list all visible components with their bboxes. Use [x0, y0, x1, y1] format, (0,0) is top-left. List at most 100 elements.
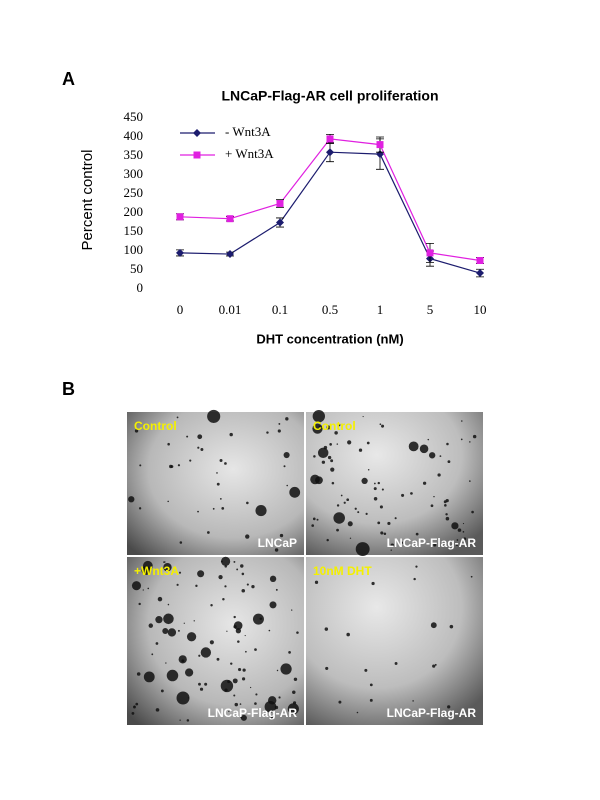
colony [456, 544, 458, 547]
photo-top-label: Control [313, 419, 356, 433]
colony [329, 443, 332, 446]
colony [138, 507, 142, 510]
data-point [276, 218, 284, 227]
colony [167, 500, 169, 503]
colony [439, 455, 442, 458]
colony [250, 686, 252, 689]
colony [219, 498, 222, 500]
colony [387, 521, 391, 526]
y-tick-label: 400 [124, 128, 144, 143]
colony [246, 501, 249, 505]
colony [224, 585, 227, 588]
colony [412, 700, 414, 702]
colony [379, 423, 382, 426]
colony [239, 703, 242, 705]
colony [157, 596, 163, 602]
colony [401, 541, 405, 544]
colony [326, 425, 331, 430]
colony [283, 451, 290, 459]
colony [274, 705, 279, 710]
colony [347, 440, 352, 445]
colony [463, 537, 467, 541]
colony [415, 565, 418, 568]
colony [330, 467, 335, 472]
colony [312, 517, 316, 521]
series-line [179, 151, 481, 274]
colony [197, 446, 200, 449]
colony [218, 575, 223, 580]
photo-top-label: Control [134, 419, 177, 433]
colony [354, 507, 357, 510]
colony [469, 480, 471, 482]
colony [445, 516, 450, 521]
colony [377, 481, 380, 485]
photo-bottom-label: LNCaP-Flag-AR [387, 536, 477, 550]
colony [336, 504, 340, 507]
colony [216, 657, 220, 661]
colony [163, 613, 174, 625]
colony [178, 571, 182, 574]
photo [306, 557, 483, 725]
colony [135, 702, 139, 706]
colony [237, 667, 242, 672]
legend-label: - Wnt3A [225, 124, 271, 139]
colony [456, 539, 459, 541]
y-tick-label: 250 [124, 185, 144, 200]
colony [232, 678, 238, 684]
colony [244, 634, 246, 637]
colony [437, 473, 441, 477]
colony [434, 663, 437, 666]
colony [198, 654, 201, 657]
colony [371, 581, 375, 586]
colony [362, 415, 364, 418]
colony [367, 469, 370, 471]
colony [333, 512, 345, 524]
colony [186, 719, 190, 722]
colony [199, 687, 204, 691]
colony [334, 431, 338, 435]
legend-marker [193, 129, 201, 137]
colony [337, 423, 341, 427]
colony [312, 423, 323, 434]
colony [289, 486, 301, 498]
colony [317, 447, 329, 459]
colony [160, 689, 164, 693]
colony [216, 472, 218, 474]
colony [444, 504, 447, 507]
colony [285, 417, 289, 421]
colony [221, 507, 225, 510]
colony [419, 444, 429, 454]
colony [179, 541, 183, 544]
colony [233, 615, 236, 619]
colony [461, 420, 463, 422]
colony [193, 620, 195, 622]
colony [252, 613, 264, 625]
colony [155, 642, 159, 645]
colony [381, 424, 385, 428]
colony [220, 679, 234, 693]
colony [422, 481, 427, 485]
colony [224, 462, 227, 465]
colony [471, 510, 474, 514]
colony [321, 460, 326, 464]
colony [447, 460, 451, 464]
colony [224, 688, 228, 692]
data-point [226, 215, 234, 223]
colony [361, 477, 368, 485]
colony [316, 518, 319, 521]
colony [349, 537, 352, 539]
colony [446, 442, 449, 446]
photo-bottom-label: LNCaP-Flag-AR [208, 706, 298, 720]
data-point [176, 213, 184, 221]
colony [457, 528, 462, 532]
colony [176, 691, 190, 705]
colony [200, 448, 204, 451]
colony [269, 601, 277, 609]
colony [430, 622, 437, 629]
colony [270, 716, 274, 720]
x-tick-label: 5 [427, 302, 434, 317]
colony [277, 429, 281, 433]
colony [267, 696, 277, 705]
data-point [476, 257, 484, 264]
colony [427, 438, 430, 441]
